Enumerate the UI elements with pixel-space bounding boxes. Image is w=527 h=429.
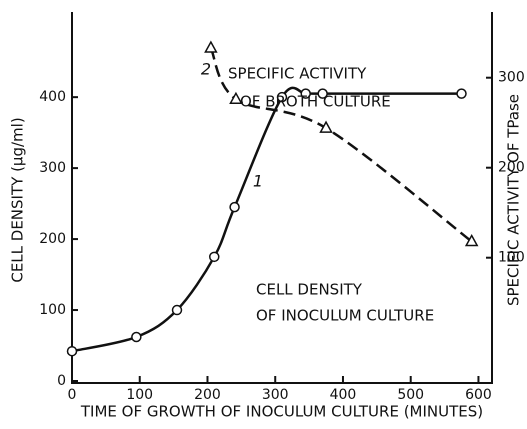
y2-tick-label: 200 (498, 160, 525, 176)
annotation: SPECIFIC ACTIVITY (228, 65, 367, 83)
y2-axis-label: SPECIFIC ACTIVITY OF TPase (505, 94, 523, 306)
x-tick-label: 200 (194, 387, 221, 403)
marker (300, 88, 311, 99)
series-line (209, 47, 473, 243)
marker (171, 304, 183, 316)
marker (456, 88, 467, 99)
annotation: OF INOCULUM CULTURE (256, 307, 434, 325)
x-tick-label: 100 (126, 387, 153, 403)
y2-tick-label: 100 (498, 250, 525, 266)
y-tick-label: 200 (39, 231, 66, 247)
series-label: 1 (253, 172, 263, 191)
y-tick-label: 300 (39, 160, 66, 176)
marker (319, 120, 333, 133)
x-tick-label: 600 (465, 387, 492, 403)
y-tick-label: 0 (57, 373, 66, 389)
x-axis-label: TIME OF GROWTH OF INOCULUM CULTURE (MINU… (80, 403, 483, 421)
y2-tick-label: 300 (498, 70, 525, 86)
y-axis-label: CELL DENSITY (μg/ml) (9, 117, 27, 282)
marker (464, 233, 479, 247)
annotation: OF BROTH CULTURE (240, 93, 391, 111)
series-label: 2 (201, 60, 211, 79)
marker (317, 88, 328, 99)
marker (209, 251, 220, 263)
axes (71, 12, 493, 384)
marker (131, 331, 142, 343)
marker (276, 91, 288, 103)
x-tick-label: 500 (397, 387, 424, 403)
marker (204, 40, 218, 53)
annotation: CELL DENSITY (256, 281, 363, 299)
x-tick-label: 300 (262, 387, 289, 403)
marker (66, 345, 78, 357)
y-tick-label: 400 (39, 89, 66, 105)
x-tick-label: 0 (68, 387, 77, 403)
marker (229, 201, 240, 213)
marker (229, 91, 243, 105)
y-tick-label: 100 (39, 302, 66, 318)
x-tick-label: 400 (330, 387, 357, 403)
